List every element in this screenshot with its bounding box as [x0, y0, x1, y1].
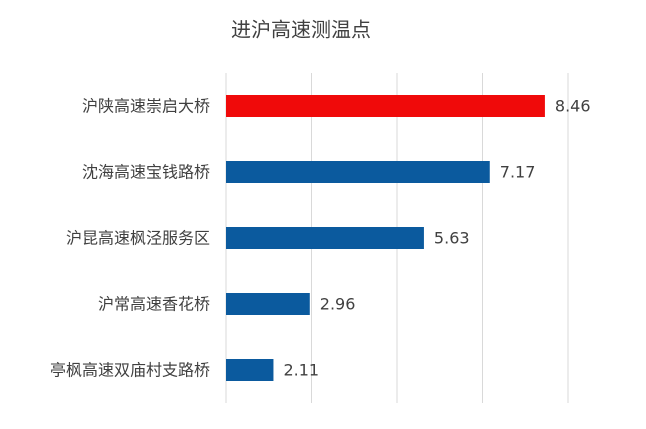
y-tick-label: 亭枫高速双庙村支路桥 [50, 361, 210, 380]
data-label: 5.63 [434, 229, 470, 248]
data-label: 8.46 [555, 97, 591, 116]
y-tick-label: 沈海高速宝钱路桥 [82, 163, 210, 182]
y-tick-label: 沪陕高速崇启大桥 [82, 97, 210, 116]
bar [226, 359, 274, 381]
data-label: 2.96 [320, 295, 356, 314]
bar [226, 95, 545, 117]
bar [226, 227, 424, 249]
chart-title: 进沪高速测温点 [231, 18, 371, 42]
bar [226, 161, 490, 183]
data-label: 2.11 [283, 361, 319, 380]
y-tick-label: 沪常高速香花桥 [98, 295, 210, 314]
bar [226, 293, 310, 315]
data-label: 7.17 [500, 163, 536, 182]
y-tick-label: 沪昆高速枫泾服务区 [66, 229, 210, 248]
